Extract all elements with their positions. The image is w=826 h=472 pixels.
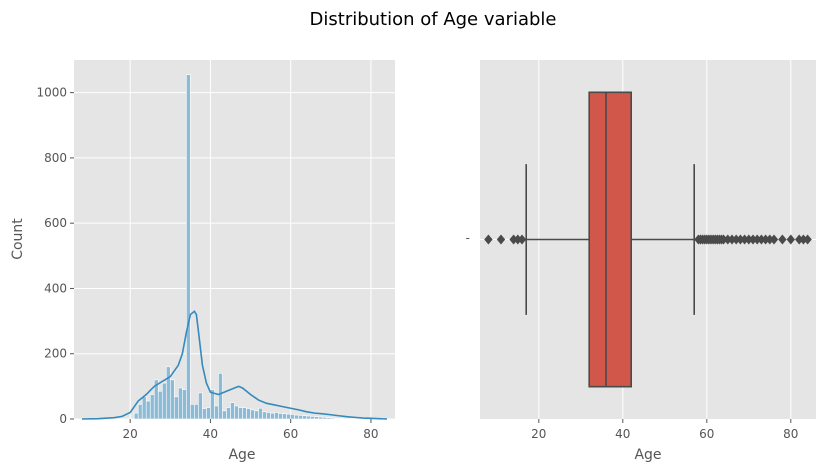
histogram-x-tick-label: 80 [363, 427, 378, 441]
histogram-bar [302, 415, 308, 420]
outlier-marker [484, 234, 493, 245]
histogram-bar [294, 414, 299, 420]
histogram-bar [314, 416, 320, 420]
outlier-marker [496, 234, 506, 245]
boxplot-body [525, 91, 696, 388]
histogram-bar [226, 407, 231, 420]
histogram-bar [258, 407, 263, 420]
histogram-bar [306, 415, 312, 420]
histogram-bar [161, 382, 167, 420]
histogram-bar [194, 404, 199, 420]
histogram-bars [133, 74, 348, 420]
interquartile-box [588, 91, 633, 388]
histogram-bar [250, 409, 255, 420]
histogram-bar [178, 387, 183, 420]
histogram-bar [174, 396, 179, 420]
outlier-marker [769, 234, 779, 245]
histogram-y-tick-label: 600 [44, 216, 67, 230]
histogram-bar [270, 412, 275, 420]
histogram-bar [149, 394, 155, 420]
histogram-bar [330, 417, 336, 420]
boxplot-panel: 20 40 60 80 - Age [466, 60, 816, 463]
histogram-x-tick-label: 20 [123, 427, 138, 441]
histogram-bar [234, 405, 239, 420]
figure-title: Distribution of Age variable [310, 9, 557, 30]
histogram-plot-area [74, 60, 395, 419]
histogram-bar [137, 404, 143, 420]
histogram-bar [318, 416, 324, 420]
histogram-bar [326, 417, 332, 420]
boxplot-x-tick-label: 40 [615, 427, 630, 441]
histogram-x-ticks: 20 40 60 80 [123, 419, 379, 441]
histogram-bar [246, 408, 251, 420]
histogram-bar [254, 410, 259, 420]
histogram-y-tick-label: 800 [44, 151, 67, 165]
histogram-x-tick-label: 40 [203, 427, 218, 441]
histogram-bar [190, 404, 195, 420]
histogram-y-tick-label: 200 [44, 347, 67, 361]
histogram-bar [218, 373, 223, 420]
histogram-y-axis-label: Count [10, 218, 26, 260]
histogram-bar [230, 402, 235, 420]
histogram-bar [133, 412, 139, 420]
histogram-bar [266, 412, 271, 420]
histogram-bar [222, 410, 227, 420]
outlier-marker [803, 234, 812, 245]
histogram-bar [206, 407, 211, 420]
boxplot-y-tick-label: - [466, 231, 470, 245]
histogram-bar [298, 415, 304, 420]
histogram-bar [274, 412, 279, 420]
histogram-bar [282, 413, 287, 420]
histogram-bar [290, 414, 295, 420]
boxplot-outliers [484, 234, 812, 245]
histogram-x-tick-label: 60 [283, 427, 298, 441]
histogram-bar [322, 417, 328, 420]
histogram-bar [214, 405, 219, 420]
outlier-marker [517, 234, 527, 245]
boxplot-x-tick-label: 60 [699, 427, 714, 441]
histogram-bar [145, 400, 151, 420]
histogram-bar [157, 390, 163, 420]
histogram-bar [310, 416, 316, 420]
histogram-x-axis-label: Age [228, 447, 255, 463]
boxplot-x-tick-label: 80 [783, 427, 798, 441]
histogram-y-ticks: 0 200 400 600 800 1000 [36, 86, 74, 426]
histogram-panel: 20 40 60 80 0 200 400 600 800 1000 Age Count [10, 60, 395, 463]
boxplot-x-ticks: 20 40 60 80 [531, 419, 798, 441]
histogram-bar [170, 379, 175, 420]
histogram-bar [338, 418, 344, 420]
histogram-bar [198, 392, 203, 420]
histogram-bar [242, 407, 247, 420]
histogram-bar [210, 389, 215, 420]
histogram-bar [186, 74, 191, 420]
outlier-marker [778, 234, 787, 245]
histogram-bar [202, 408, 207, 420]
histogram-bar [262, 411, 267, 420]
histogram-bar [165, 366, 171, 420]
kde-curve [82, 310, 388, 420]
histogram-bar [141, 396, 147, 420]
histogram-bar [238, 407, 243, 420]
histogram-y-tick-label: 400 [44, 281, 67, 295]
histogram-bar [278, 413, 283, 420]
outlier-marker [786, 234, 795, 245]
histogram-bar [182, 389, 187, 420]
histogram-bar [334, 418, 340, 420]
histogram-y-tick-label: 1000 [36, 86, 67, 100]
histogram-y-tick-label: 0 [59, 412, 67, 426]
boxplot-x-axis-label: Age [634, 447, 661, 463]
boxplot-x-tick-label: 20 [531, 427, 546, 441]
histogram-bar [286, 413, 291, 420]
